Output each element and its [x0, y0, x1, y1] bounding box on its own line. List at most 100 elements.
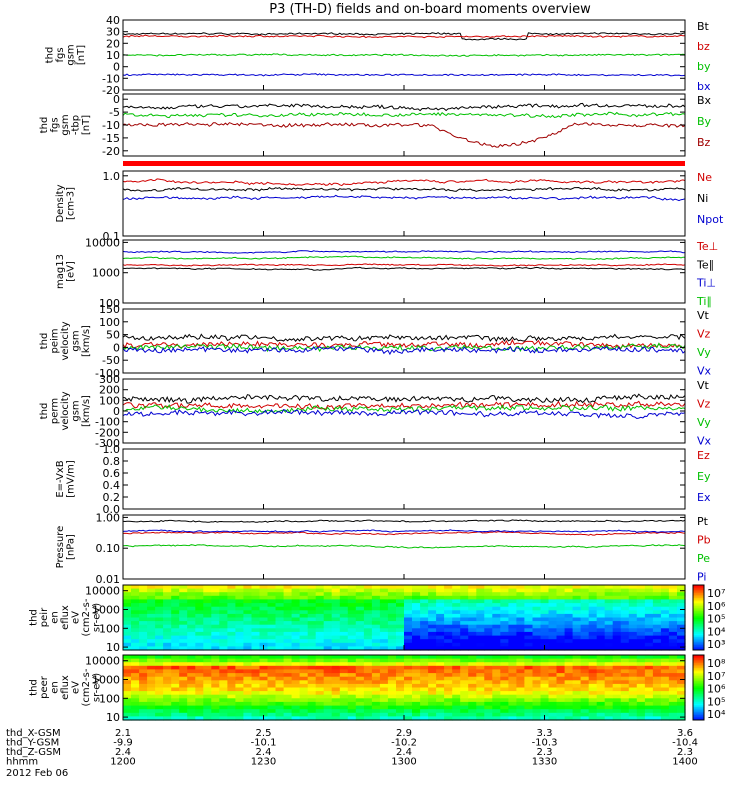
spectrogram-cell [131, 662, 140, 667]
spectrogram-cell [291, 712, 301, 717]
spectrogram-cell [436, 676, 445, 681]
spectrogram-cell [500, 642, 509, 647]
spectrogram-cell [219, 687, 228, 692]
colorbar-band [693, 615, 704, 618]
spectrogram-cell [323, 716, 333, 721]
spectrogram-cell [371, 658, 381, 663]
spectrogram-cell [468, 676, 477, 681]
colorbar-band [693, 593, 704, 596]
spectrogram-cell [596, 662, 606, 667]
spectrogram-cell [387, 585, 397, 590]
spectrogram-cell [644, 705, 654, 710]
spectrogram-cell [187, 624, 196, 629]
spectrogram-cell [251, 592, 261, 597]
spectrogram-cell [307, 709, 317, 714]
spectrogram-cell [644, 631, 654, 637]
spectrogram-cell [644, 617, 654, 622]
spectrogram-cell [468, 610, 477, 615]
spectrogram-cell [652, 610, 662, 615]
spectrogram-cell [604, 621, 614, 626]
spectrogram-cell [604, 680, 614, 685]
spectrogram-cell [468, 592, 477, 597]
spectrogram-cell [468, 716, 477, 721]
spectrogram-cell [476, 716, 485, 721]
spectrogram-cell [363, 631, 373, 637]
spectrogram-cell [396, 694, 405, 699]
spectrogram-cell [588, 642, 598, 647]
spectrogram-cell [195, 665, 204, 670]
spectrogram-cell [155, 680, 164, 685]
spectrogram-cell [484, 698, 493, 703]
spectrogram-cell [371, 585, 381, 590]
spectrogram-cell [235, 687, 244, 692]
spectrogram-cell [628, 662, 638, 667]
spectrogram-cell [163, 680, 172, 685]
spectrogram-cell [604, 610, 614, 615]
spectrogram-cell [644, 585, 654, 590]
spectrogram-cell [668, 617, 678, 622]
spectrogram-cell [323, 698, 333, 703]
y-tick-label: -10 [102, 119, 120, 132]
spectrogram-cell [211, 669, 220, 674]
spectrogram-cell [620, 665, 630, 670]
spectrogram-cell [339, 712, 349, 717]
spectrogram-cell [123, 646, 132, 651]
spectrogram-cell [404, 617, 413, 622]
spectrogram-cell [564, 595, 574, 600]
spectrogram-cell [572, 613, 582, 619]
spectrogram-cell [275, 624, 285, 629]
spectrogram-cell [652, 716, 662, 721]
spectrogram-cell [468, 613, 477, 619]
spectrogram-cell [532, 691, 542, 696]
spectrogram-cell [259, 698, 269, 703]
spectrogram-cell [171, 687, 180, 692]
spectrogram-cell [259, 603, 269, 608]
spectrogram-cell [500, 662, 509, 667]
spectrogram-cell [500, 617, 509, 622]
spectrogram-cell [195, 599, 204, 604]
y-tick-label: -100 [95, 416, 120, 429]
spectrogram-cell [387, 617, 397, 622]
spectrogram-cell [203, 628, 212, 633]
spectrogram-cell [323, 624, 333, 629]
spectrogram-cell [307, 617, 317, 622]
spectrogram-cell [211, 624, 220, 629]
spectrogram-cell [355, 665, 365, 670]
spectrogram-cell [556, 680, 566, 685]
spectrogram-cell [267, 662, 277, 667]
spectrogram-cell [620, 592, 630, 597]
spectrogram-cell [355, 701, 365, 707]
spectrogram-cell [347, 687, 357, 692]
spectrogram-cell [564, 658, 574, 663]
spectrogram-cell [668, 595, 678, 600]
spectrogram-cell [660, 655, 670, 660]
spectrogram-cell [339, 698, 349, 703]
spectrogram-cell [291, 669, 301, 674]
spectrogram-cell [580, 683, 590, 689]
spectrogram-cell [307, 621, 317, 626]
spectrogram-cell [387, 592, 397, 597]
spectrogram-cell [628, 639, 638, 644]
spectrogram-cell [420, 691, 429, 696]
spectrogram-cell [556, 673, 566, 678]
spectrogram-cell [620, 610, 630, 615]
spectrogram-cell [275, 588, 285, 593]
spectrogram-cell [299, 694, 309, 699]
spectrogram-cell [636, 709, 646, 714]
colorbar-band [693, 645, 704, 648]
spectrogram-cell [331, 642, 341, 647]
spectrogram-cell [548, 635, 558, 640]
spectrogram-cell [660, 617, 670, 622]
spectrogram-cell [612, 680, 622, 685]
spectrogram-cell [387, 673, 397, 678]
spectrogram-cell [323, 662, 333, 667]
spectrogram-cell [339, 617, 349, 622]
spectrogram-cell [195, 669, 204, 674]
spectrogram-cell [516, 635, 525, 640]
series-line-press-pe [122, 544, 686, 549]
spectrogram-cell [147, 665, 156, 670]
spectrogram-cell [660, 631, 670, 637]
spectrogram-cell [677, 642, 686, 647]
spectrogram-cell [131, 585, 140, 590]
